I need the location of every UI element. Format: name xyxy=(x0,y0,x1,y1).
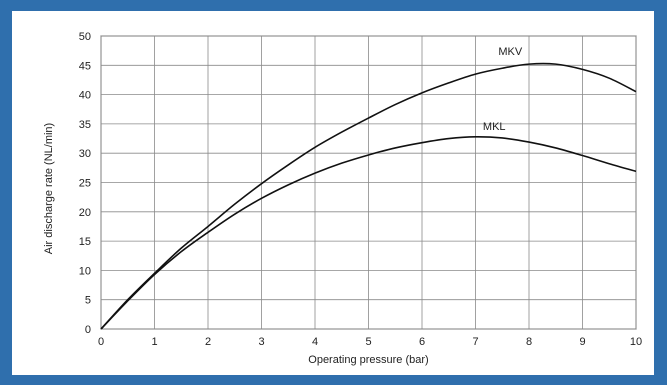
series-layer xyxy=(100,62,637,330)
x-tick-label: 9 xyxy=(579,336,585,348)
chart-panel: 0 1 2 3 4 5 6 7 8 9 10 0 5 10 15 20 25 30 35 40 45 50 MKV MKL… xyxy=(12,11,654,375)
x-tick-label: 2 xyxy=(205,336,211,348)
y-tick-label: 50 xyxy=(79,31,91,43)
y-tick-label: 0 xyxy=(85,324,91,336)
y-tick-label: 10 xyxy=(79,265,91,277)
y-axis-title: Air discharge rate (NL/min) xyxy=(43,123,55,254)
y-tick-label: 45 xyxy=(79,60,91,72)
x-tick-label: 1 xyxy=(151,336,157,348)
y-tick-label: 15 xyxy=(79,236,91,248)
x-tick-labels: 0 1 2 3 4 5 6 7 8 9 10 xyxy=(98,336,642,348)
x-tick-label: 7 xyxy=(472,336,478,348)
y-tick-label: 20 xyxy=(79,207,91,219)
x-tick-label: 3 xyxy=(258,336,264,348)
chart-frame: 0 1 2 3 4 5 6 7 8 9 10 0 5 10 15 20 25 30 35 40 45 50 MKV MKL… xyxy=(3,4,658,378)
series-label-mkl: MKL xyxy=(483,121,506,133)
y-tick-label: 35 xyxy=(79,119,91,131)
x-tick-label: 5 xyxy=(365,336,371,348)
y-tick-labels: 0 5 10 15 20 25 30 35 40 45 50 xyxy=(79,31,91,336)
x-axis-title: Operating pressure (bar) xyxy=(308,354,428,366)
y-tick-label: 30 xyxy=(79,148,91,160)
x-tick-label: 10 xyxy=(630,336,642,348)
grid xyxy=(100,35,637,330)
x-tick-label: 0 xyxy=(98,336,104,348)
series-labels: MKV MKL xyxy=(483,46,523,133)
series-line-mkv xyxy=(100,62,637,330)
series-line-mkl xyxy=(100,135,637,330)
series-label-mkv: MKV xyxy=(498,46,523,58)
x-tick-label: 8 xyxy=(526,336,532,348)
x-tick-label: 6 xyxy=(419,336,425,348)
y-tick-label: 5 xyxy=(85,295,91,307)
x-tick-label: 4 xyxy=(312,336,318,348)
y-tick-label: 25 xyxy=(79,178,91,190)
y-tick-label: 40 xyxy=(79,90,91,102)
